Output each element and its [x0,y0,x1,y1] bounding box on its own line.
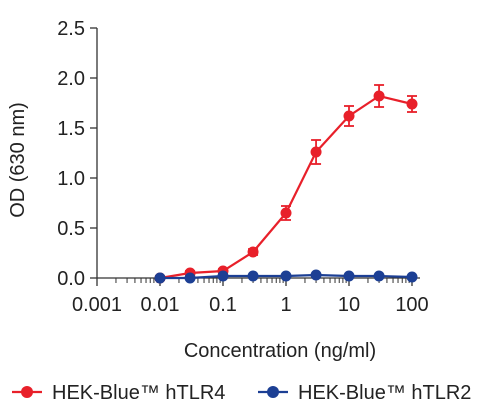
series-2 [154,269,418,284]
x-tick-label: 10 [338,294,360,316]
data-point [280,207,292,219]
y-tick-label: 2.5 [57,18,85,40]
data-point [247,246,259,258]
series-1 [154,84,418,284]
data-point [184,272,196,284]
data-point [310,146,322,158]
series-line [159,94,413,280]
data-point [343,270,355,282]
y-tick-label: 0.0 [57,268,85,290]
axes: 0.0 0.5 1.0 1.5 2.0 2.5 0.001 0.01 0.1 1 10 100 [57,18,429,316]
data-point [247,270,259,282]
y-tick-label: 1.0 [57,168,85,190]
data-point [217,270,229,282]
y-tick-label: 2.0 [57,68,85,90]
series-layer [154,84,418,284]
legend-label: HEK-Blue™ hTLR2 [298,382,471,404]
legend-label: HEK-Blue™ hTLR4 [52,382,225,404]
data-point [373,270,385,282]
legend: HEK-Blue™ hTLR4 HEK-Blue™ hTLR2 [12,382,471,404]
y-axis-title: OD (630 nm) [7,102,29,218]
data-point [343,110,355,122]
y-tick-label: 0.5 [57,218,85,240]
data-point [310,269,322,281]
data-point [406,271,418,283]
legend-item-1: HEK-Blue™ hTLR4 [12,382,225,404]
data-point [154,272,166,284]
x-tick-label: 1 [280,294,291,316]
legend-swatch-marker [267,386,279,398]
x-axis-title: Concentration (ng/ml) [184,340,376,362]
data-point [406,98,418,110]
x-tick-label: 0.001 [72,294,122,316]
data-point [280,270,292,282]
x-tick-label: 0.1 [209,294,237,316]
data-point [373,90,385,102]
legend-swatch-marker [21,386,33,398]
x-tick-label: 0.01 [141,294,180,316]
x-tick-label: 100 [395,294,428,316]
legend-item-2: HEK-Blue™ hTLR2 [258,382,471,404]
y-tick-label: 1.5 [57,118,85,140]
